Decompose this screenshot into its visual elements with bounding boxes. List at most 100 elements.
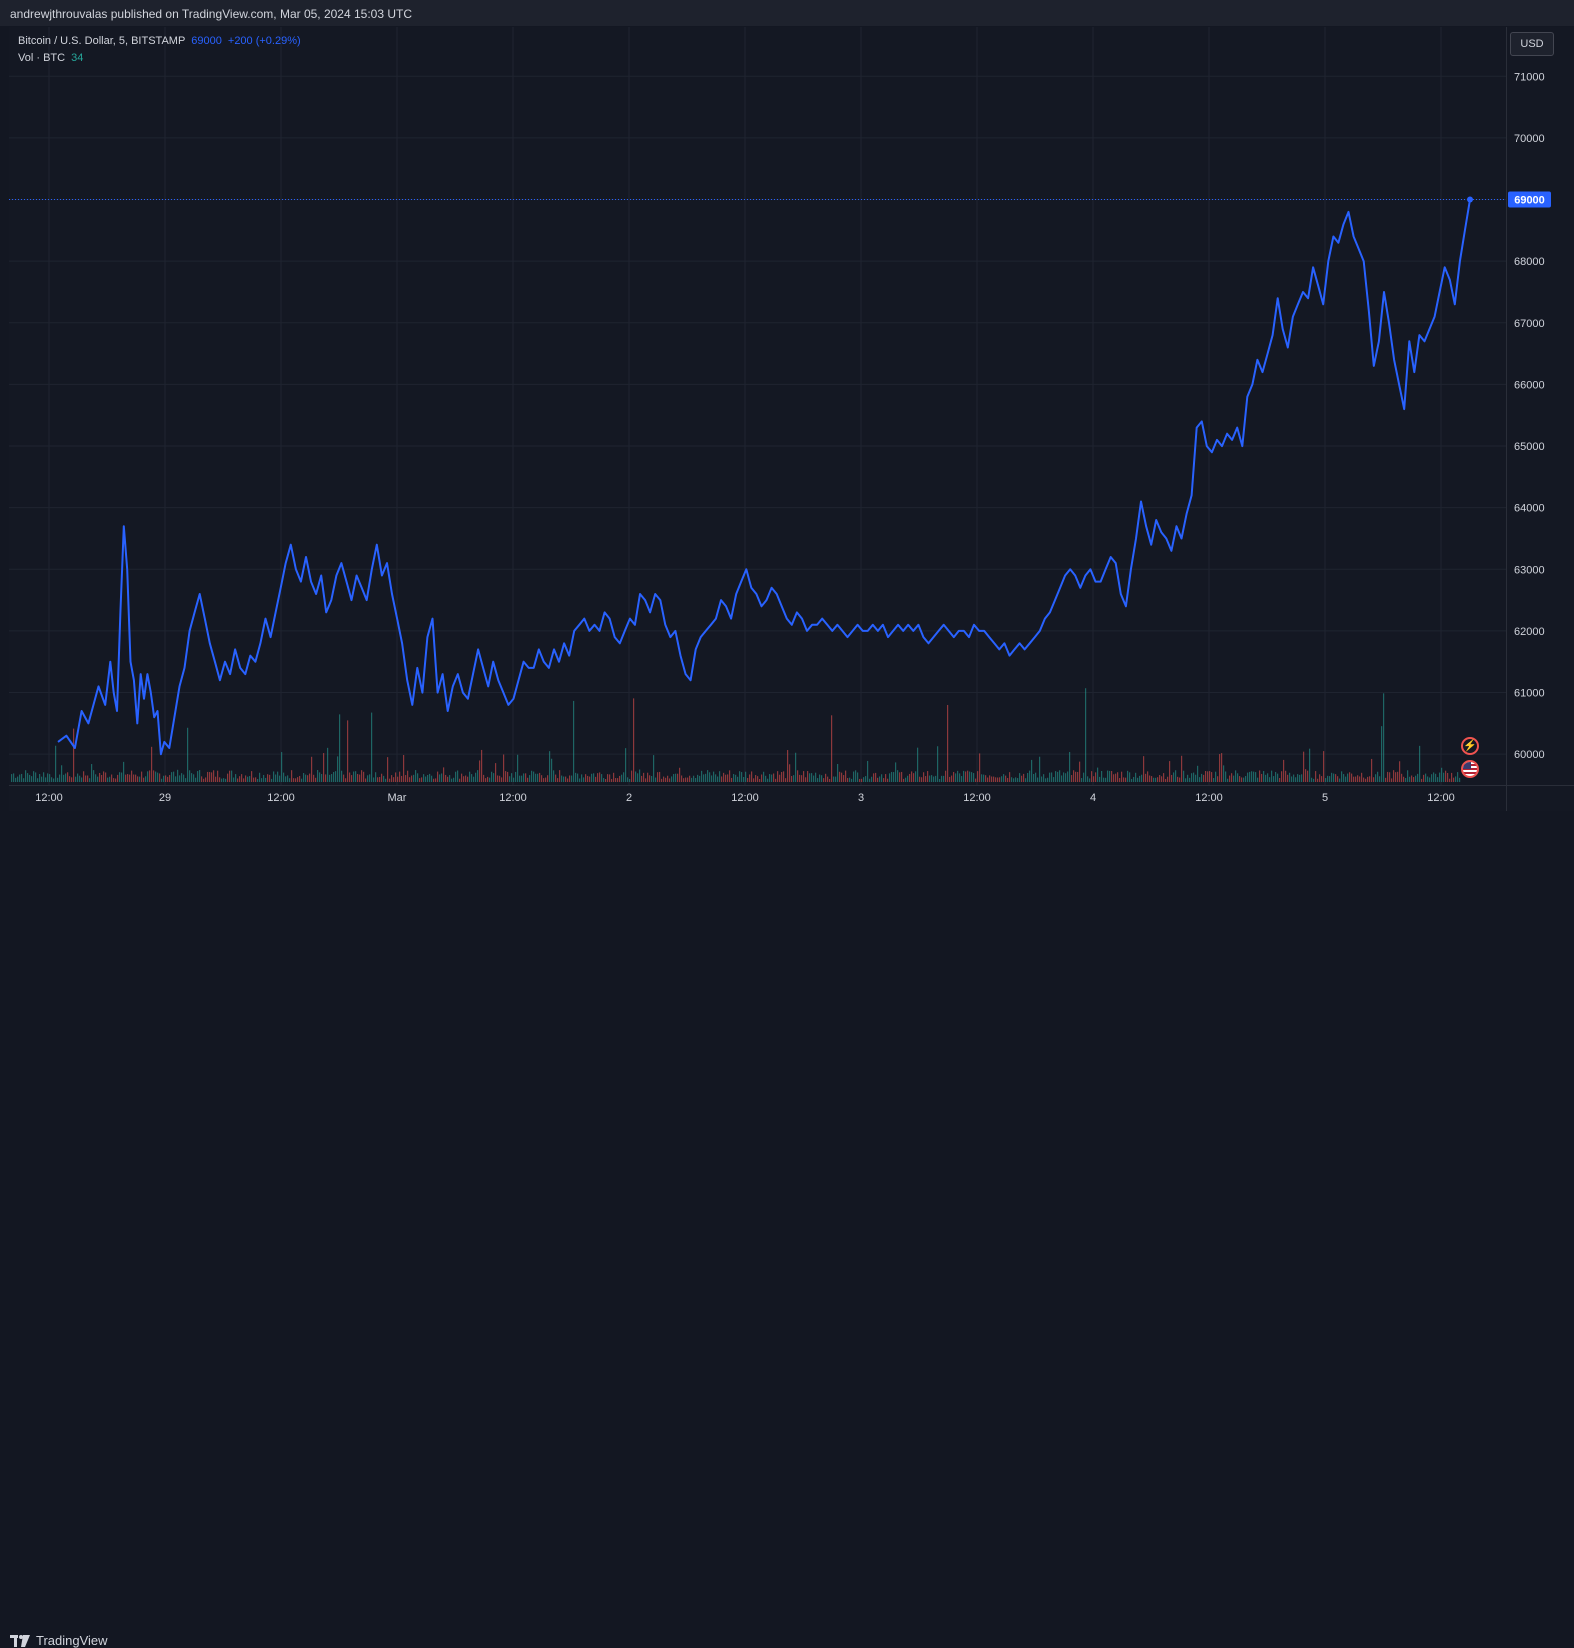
volume-bar xyxy=(567,778,569,782)
volume-bar xyxy=(917,747,919,782)
volume-bar xyxy=(1269,777,1271,782)
volume-bar xyxy=(957,770,959,782)
volume-bar xyxy=(993,776,995,782)
symbol-legend[interactable]: Bitcoin / U.S. Dollar, 5, BITSTAMP 69000 +… xyxy=(18,35,301,47)
volume-bar xyxy=(821,775,823,782)
volume-bar xyxy=(239,776,241,782)
volume-bar xyxy=(927,771,929,782)
volume-bar xyxy=(545,777,547,782)
volume-bar xyxy=(319,772,321,782)
volume-bar xyxy=(1289,772,1291,782)
volume-bar xyxy=(657,772,659,782)
volume-bar xyxy=(341,770,343,782)
volume-bar xyxy=(861,778,863,782)
volume-bar xyxy=(57,777,59,782)
last-price-tag-label: 69000 xyxy=(1514,195,1545,207)
volume-bar xyxy=(1129,772,1131,782)
axis-corner xyxy=(1506,785,1574,812)
volume-bar xyxy=(253,777,255,782)
volume-bar xyxy=(419,778,421,782)
volume-bar xyxy=(1447,772,1449,782)
volume-bar xyxy=(117,774,119,782)
volume-legend[interactable]: Vol · BTC 34 xyxy=(18,52,83,64)
chart-pane[interactable] xyxy=(9,27,1506,785)
volume-bar xyxy=(1117,772,1119,782)
volume-bar xyxy=(1061,775,1063,782)
volume-bar xyxy=(759,778,761,782)
volume-bar xyxy=(527,777,529,782)
volume-bar xyxy=(1161,776,1163,782)
volume-bar xyxy=(923,772,925,782)
volume-bar xyxy=(1119,778,1121,782)
volume-bar xyxy=(1255,772,1257,782)
volume-bar xyxy=(1029,770,1031,782)
volume-bar xyxy=(865,776,867,782)
volume-bar xyxy=(137,776,139,782)
volume-bar xyxy=(1097,767,1099,782)
volume-bar xyxy=(967,770,969,782)
volume-bar xyxy=(1229,775,1231,782)
alert-icon[interactable]: ⚡ xyxy=(1461,737,1479,755)
volume-bar xyxy=(1393,770,1395,782)
volume-bar xyxy=(591,773,593,782)
volume-bar xyxy=(35,772,37,782)
volume-bar xyxy=(75,776,77,782)
volume-bar xyxy=(1237,773,1239,782)
volume-bar xyxy=(1143,756,1145,782)
volume-bar xyxy=(1377,771,1379,782)
volume-bar xyxy=(573,700,575,782)
volume-bar xyxy=(825,773,827,782)
volume-bar xyxy=(721,776,723,782)
price-tick-label: 63000 xyxy=(1514,564,1545,576)
volume-bar xyxy=(1047,777,1049,782)
volume-bar xyxy=(405,775,407,782)
volume-bar xyxy=(547,775,549,782)
volume-bar xyxy=(629,778,631,782)
volume-bar xyxy=(1421,778,1423,782)
volume-bar xyxy=(539,772,541,782)
us-flag-icon[interactable] xyxy=(1461,760,1479,778)
volume-bar xyxy=(1389,772,1391,782)
volume-bar xyxy=(771,774,773,782)
volume-bar xyxy=(303,772,305,782)
volume-bar xyxy=(39,774,41,782)
volume-bar xyxy=(193,774,195,782)
volume-bar xyxy=(991,776,993,782)
volume-bar xyxy=(699,775,701,782)
volume-bar xyxy=(257,778,259,782)
volume-bar xyxy=(503,754,505,782)
volume-bar xyxy=(183,774,185,782)
volume-bar xyxy=(773,773,775,782)
volume-bar xyxy=(775,778,777,782)
volume-bar xyxy=(1193,772,1195,782)
volume-bar xyxy=(643,772,645,782)
volume-bar xyxy=(685,777,687,782)
volume-value: 34 xyxy=(71,52,84,64)
volume-bar xyxy=(1307,770,1309,782)
volume-bar xyxy=(1231,773,1233,782)
volume-bar xyxy=(107,777,109,782)
volume-bar xyxy=(529,775,531,782)
volume-bar xyxy=(999,777,1001,782)
volume-bar xyxy=(521,775,523,782)
volume-bar xyxy=(983,774,985,782)
volume-bar xyxy=(561,775,563,782)
volume-bar xyxy=(1329,776,1331,782)
volume-bar xyxy=(485,778,487,782)
volume-bar xyxy=(1109,770,1111,782)
volume-bar xyxy=(235,774,237,782)
volume-bar xyxy=(23,778,25,782)
volume-bar xyxy=(149,770,151,782)
volume-bar xyxy=(49,774,51,782)
volume-bar xyxy=(77,773,79,782)
volume-bar xyxy=(1159,775,1161,782)
time-axis[interactable] xyxy=(9,785,1506,812)
volume-bar xyxy=(1213,778,1215,782)
tradingview-brand[interactable]: TradingView xyxy=(10,1633,108,1648)
currency-button[interactable]: USD xyxy=(1510,32,1554,56)
volume-bar xyxy=(753,778,755,782)
volume-bar xyxy=(1111,770,1113,782)
volume-bar xyxy=(27,773,29,782)
volume-bar xyxy=(829,778,831,782)
price-axis[interactable] xyxy=(1506,27,1574,785)
